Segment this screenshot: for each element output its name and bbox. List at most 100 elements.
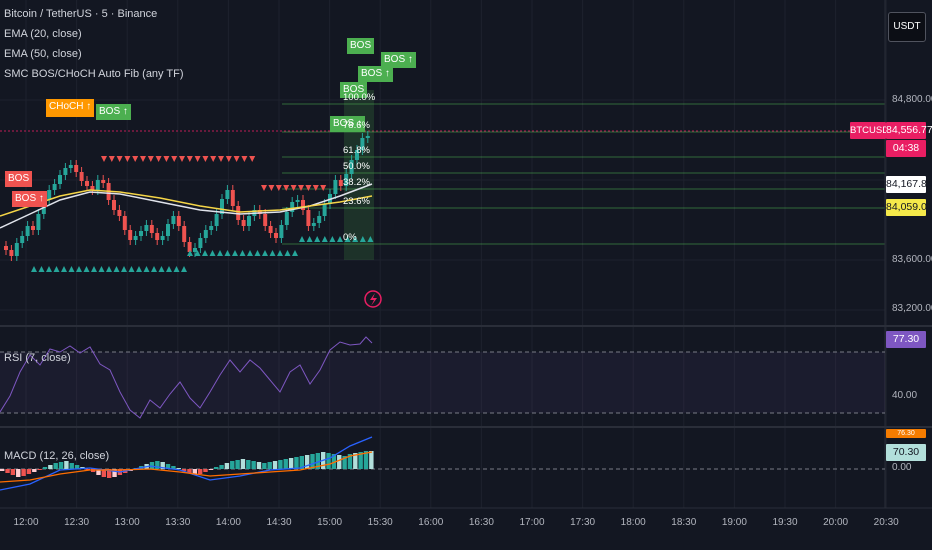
down-arrow-marker [124,156,131,162]
down-arrow-marker [261,185,267,191]
rsi-level-label: 40.00 [892,390,918,401]
candle-body [14,243,19,256]
candle-body [25,226,30,236]
macd-bar [37,469,42,470]
up-arrow-marker [262,250,268,256]
down-arrow-marker [155,156,162,162]
candle-body [36,214,41,230]
time-axis-label: 12:00 [13,517,39,528]
down-arrow-marker [233,156,240,162]
macd-bar [299,456,304,469]
time-axis-label: 12:30 [64,517,90,528]
time-axis-label: 15:00 [317,517,343,528]
macd-bar [219,465,224,469]
bos-label[interactable]: BOS ↑ [330,116,365,132]
macd-bar [53,463,58,469]
time-axis-label: 13:30 [165,517,191,528]
up-arrow-marker [359,236,366,242]
time-axis-label: 19:00 [721,517,747,528]
time-axis-label: 13:00 [114,517,140,528]
candle-body [63,168,68,175]
rsi-band [0,352,885,413]
macd-bar [171,466,176,469]
down-arrow-marker [218,156,224,162]
candle-body [90,186,95,190]
macd-bar [16,469,21,477]
macd-legend[interactable]: MACD (12, 26, close) [4,450,110,462]
currency-button[interactable]: USDT [888,12,926,42]
up-arrow-marker [247,250,253,256]
up-arrow-marker [367,236,374,242]
down-arrow-marker [116,156,123,162]
macd-bar [240,459,246,469]
candle-body [365,136,370,138]
down-arrow-marker [210,156,217,162]
up-arrow-marker [98,266,105,272]
lightning-icon[interactable] [364,290,382,308]
macd-bar [224,463,230,469]
macd-bar [326,453,331,469]
ema20-legend[interactable]: EMA (20, close) [4,28,82,40]
time-axis-label: 16:00 [418,517,444,528]
down-arrow-marker [249,156,256,162]
time-axis-label: 16:30 [468,517,494,528]
candle-body [214,214,219,226]
macd-signal-line [0,451,373,483]
up-arrow-marker [306,236,313,242]
down-arrow-marker [225,156,232,162]
down-arrow-marker [283,185,290,191]
ema50-legend[interactable]: EMA (50, close) [4,48,82,60]
candle-body [52,184,57,190]
candle-body [144,225,149,231]
up-arrow-marker [68,266,75,272]
fib-label: 78.6% [343,120,370,131]
candle-body [311,223,316,226]
candle-body [295,200,300,202]
up-arrow-marker [143,266,150,272]
bos-label[interactable]: BOS [340,82,368,98]
candle-body [160,236,165,240]
macd-bar [331,454,337,469]
macd-bar [149,462,155,469]
macd-bar [112,469,117,477]
bos-label[interactable]: BOS [347,38,375,54]
candle-body [230,190,235,206]
macd-bar [0,469,5,471]
up-arrow-marker [337,236,343,242]
macd-bar [353,453,358,469]
choch-label[interactable]: CHoCH ↑ [46,99,95,117]
time-axis-label: 19:30 [772,517,798,528]
time-axis-label: 17:30 [570,517,596,528]
candle-body [85,181,89,186]
macd-bar [155,461,160,469]
symbol-tag: BTCUSDT [850,122,895,139]
candle-body [225,190,230,199]
candle-body [133,236,138,240]
rsi-legend[interactable]: RSI (7, close) [4,352,71,364]
last-price-tag: 84,556.77 [886,122,932,139]
symbol-title[interactable]: Bitcoin / TetherUS · 5 · Binance [4,8,158,20]
macd-bar [358,452,363,469]
macd-bar [369,451,374,469]
bos-label[interactable]: BOS ↑ [381,52,416,68]
macd-bar [267,462,272,469]
bos-label[interactable]: BOS ↑ [12,191,47,207]
smc-legend[interactable]: SMC BOS/CHoCH Auto Fib (any TF) [4,68,184,80]
bos-label[interactable]: BOS ↑ [358,66,393,82]
time-axis-label: 14:00 [215,517,241,528]
candle-body [322,204,327,216]
macd-bar [32,469,37,472]
up-arrow-marker [314,236,321,242]
bos-label[interactable]: BOS [5,171,33,187]
candle-body [279,225,284,238]
candle-body [193,248,197,252]
rsi-value-tag: 77.30 [886,331,926,348]
candle-body [31,226,35,230]
down-arrow-marker [202,156,209,162]
down-arrow-marker [186,156,193,162]
price-axis-label: 83,200.00 [892,303,932,314]
candle-body [68,165,73,168]
up-arrow-marker [344,236,351,242]
bos-label[interactable]: BOS ↑ [96,104,131,120]
